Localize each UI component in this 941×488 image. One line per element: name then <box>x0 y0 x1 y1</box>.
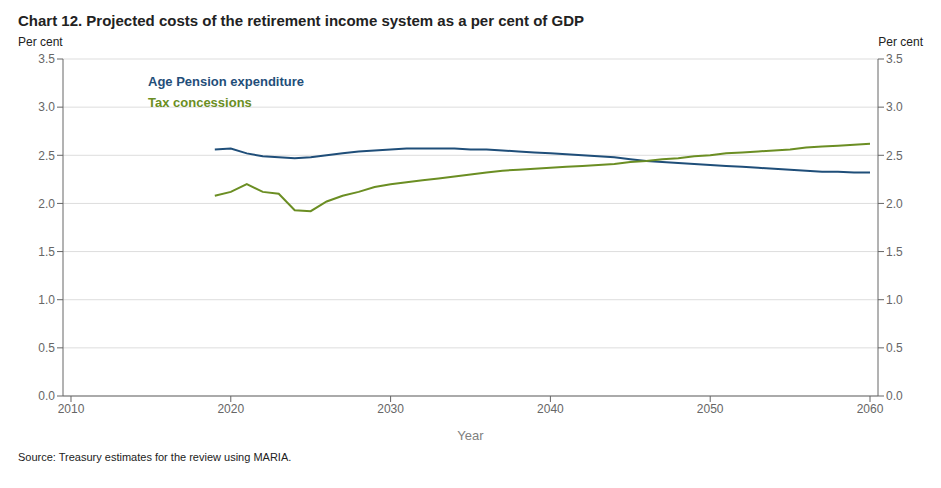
svg-text:2020: 2020 <box>217 402 244 416</box>
svg-text:Year: Year <box>457 428 484 443</box>
svg-text:0.5: 0.5 <box>38 341 55 355</box>
svg-text:1.0: 1.0 <box>38 293 55 307</box>
svg-text:3.5: 3.5 <box>38 52 55 66</box>
svg-text:3.0: 3.0 <box>38 100 55 114</box>
html-text:Source: Treasury estimates for: Source: Treasury estimates for the revie… <box>18 451 292 463</box>
svg-text:0.0: 0.0 <box>886 389 903 403</box>
svg-text:0.5: 0.5 <box>886 341 903 355</box>
svg-text:2.5: 2.5 <box>886 149 903 163</box>
html-text:Age Pension expenditure: Age Pension expenditure <box>148 74 304 89</box>
svg-text:1.5: 1.5 <box>886 245 903 259</box>
svg-text:1.0: 1.0 <box>886 293 903 307</box>
svg-text:2010: 2010 <box>58 402 85 416</box>
svg-text:2.0: 2.0 <box>38 197 55 211</box>
html-text:Tax concessions: Tax concessions <box>148 95 252 110</box>
svg-text:2040: 2040 <box>537 402 564 416</box>
svg-text:1.5: 1.5 <box>38 245 55 259</box>
html-text:Per cent: Per cent <box>18 35 63 49</box>
svg-text:0.0: 0.0 <box>38 389 55 403</box>
svg-text:3.0: 3.0 <box>886 100 903 114</box>
svg-text:2.5: 2.5 <box>38 149 55 163</box>
svg-text:2030: 2030 <box>377 402 404 416</box>
svg-text:2060: 2060 <box>857 402 884 416</box>
html-text:Per cent: Per cent <box>878 35 923 49</box>
svg-text:2050: 2050 <box>697 402 724 416</box>
html-text:Chart 12. Projected costs of t: Chart 12. Projected costs of the retirem… <box>18 12 584 29</box>
svg-text:3.5: 3.5 <box>886 52 903 66</box>
svg-text:2.0: 2.0 <box>886 197 903 211</box>
